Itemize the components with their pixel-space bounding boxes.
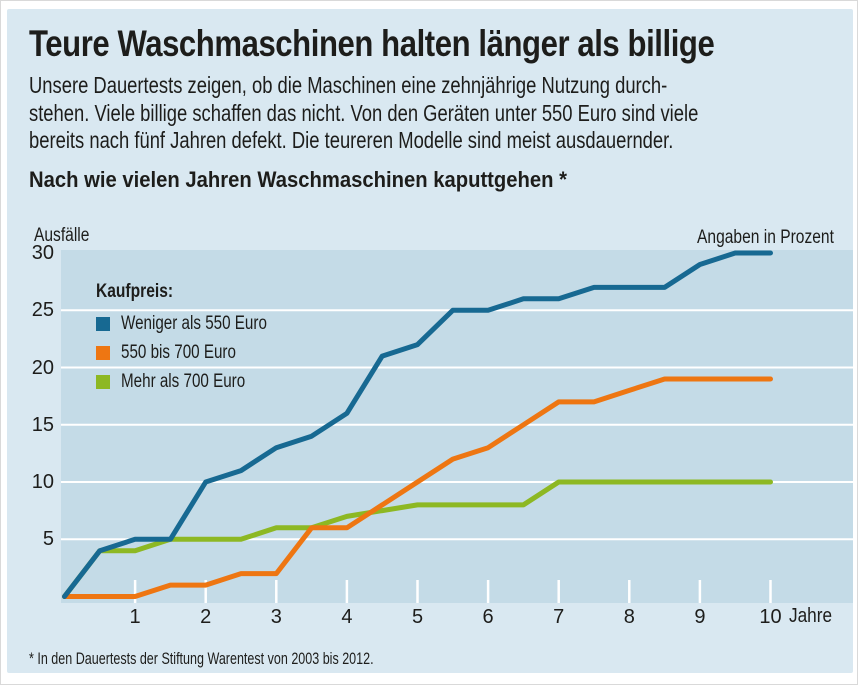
legend-item: 550 bis 700 Euro: [96, 338, 303, 367]
line-chart: Kaufpreis: Weniger als 550 Euro 550 bis 7…: [61, 250, 853, 603]
chart-canvas: [61, 250, 853, 603]
page-title: Teure Waschmaschinen halten länger als b…: [29, 23, 715, 64]
legend-title: Kaufpreis:: [96, 281, 174, 302]
y-tick-label: 5: [42, 528, 54, 551]
legend-swatch-icon: [96, 374, 110, 389]
x-tick-label: 5: [411, 606, 424, 628]
legend-label: Weniger als 550 Euro: [121, 312, 267, 334]
x-tick-label: 7: [553, 606, 565, 628]
y-tick-label: 15: [31, 413, 54, 436]
legend-swatch-icon: [96, 316, 110, 331]
x-tick-label: 2: [200, 606, 212, 628]
y-axis-title: Ausfälle: [34, 225, 90, 246]
intro-line: Unsere Dauertests zeigen, ob die Maschin…: [29, 72, 668, 98]
unit-note: Angaben in Prozent: [697, 227, 834, 248]
chart-heading: Nach wie vielen Jahren Waschmaschinen ka…: [29, 167, 568, 192]
x-tick-label: 9: [694, 606, 706, 628]
x-tick-label: 6: [482, 606, 494, 628]
legend-swatch-icon: [96, 345, 110, 360]
intro-line: stehen. Viele billige schaffen das nicht…: [29, 99, 699, 126]
legend-label: 550 bis 700 Euro: [121, 341, 236, 363]
x-tick-label: 10: [759, 606, 782, 628]
x-tick-label: 1: [129, 606, 141, 628]
y-tick-label: 10: [31, 471, 54, 493]
legend-item: Weniger als 550 Euro: [96, 309, 303, 338]
y-tick-label: 20: [31, 356, 54, 379]
x-tick-label: 3: [270, 606, 282, 628]
series-line: [62, 479, 773, 599]
y-tick-label: 30: [31, 242, 54, 264]
x-tick-label: 4: [341, 606, 353, 628]
infographic-panel: Teure Waschmaschinen halten länger als b…: [7, 9, 853, 673]
intro-text: Unsere Dauertests zeigen, ob die Maschin…: [29, 72, 858, 155]
legend-label: Mehr als 700 Euro: [121, 370, 246, 392]
x-axis-unit: Jahre: [789, 605, 833, 627]
footnote: * In den Dauertests der Stiftung Warente…: [29, 650, 374, 668]
x-tick-label: 8: [623, 606, 635, 628]
intro-line: bereits nach fünf Jahren defekt. Die teu…: [29, 127, 674, 153]
legend-item: Mehr als 700 Euro: [96, 367, 303, 396]
legend: Kaufpreis: Weniger als 550 Euro 550 bis 7…: [96, 280, 303, 396]
series-line: [62, 250, 773, 599]
y-tick-label: 25: [31, 299, 54, 322]
series-line: [62, 376, 773, 599]
